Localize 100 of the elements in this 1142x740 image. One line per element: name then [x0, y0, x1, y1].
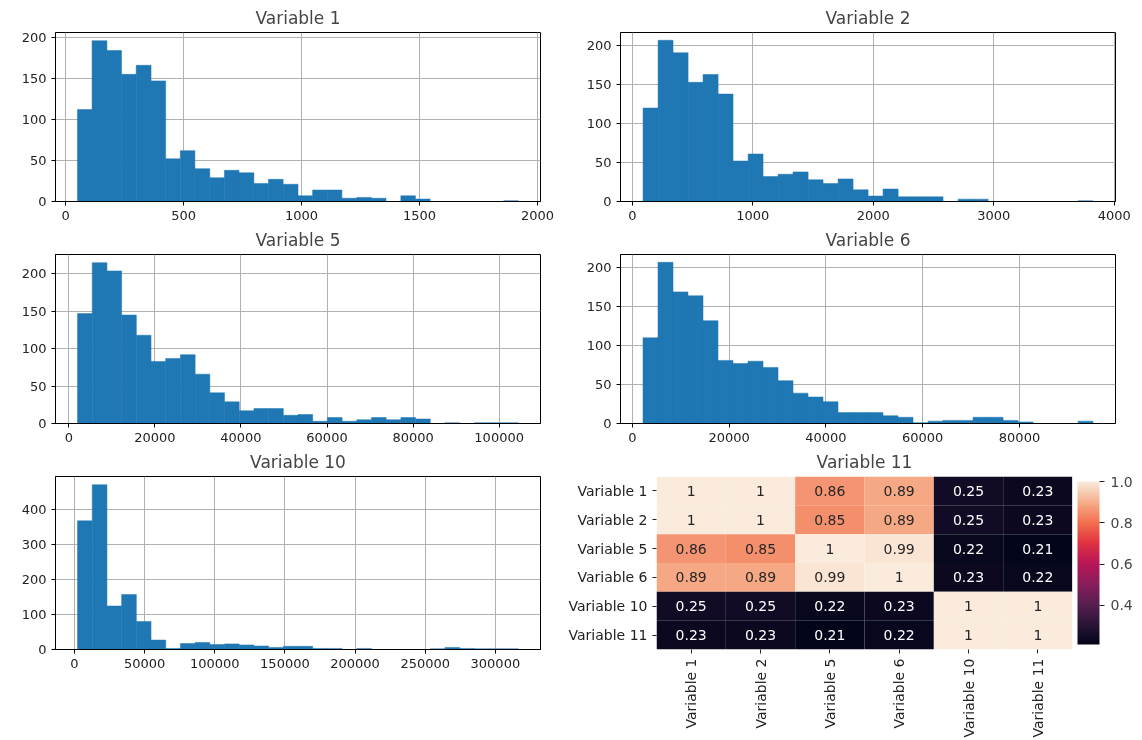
color-bar-label: 1.0	[1110, 473, 1133, 490]
y-tick-label: 100	[21, 606, 47, 622]
x-tick-label: 40000	[805, 429, 847, 445]
y-tick-label: 150	[21, 303, 47, 319]
data-label: 0.23	[675, 627, 707, 644]
data-label: 0.23	[952, 569, 985, 586]
data-label: 1	[825, 540, 835, 557]
data-label: 0.99	[814, 569, 846, 586]
y-tick-label: Variable 1	[577, 482, 648, 499]
data-label: 0.23	[744, 627, 777, 644]
y-tick-label: 200	[21, 571, 47, 587]
x-tick-label: 60000	[306, 429, 348, 445]
y-tick-label: 200	[21, 29, 47, 45]
x-tick-label: 200000	[330, 655, 380, 671]
data-label: 0.25	[952, 511, 985, 528]
y-tick-label: 100	[586, 116, 612, 132]
y-tick-label: 0	[603, 194, 612, 209]
x-tick-label: Variable 11	[1029, 658, 1046, 738]
data-label: 0.25	[744, 598, 777, 615]
x-tick-label: 100000	[474, 429, 524, 445]
data-label: 0.22	[814, 598, 846, 615]
y-tick-label: 400	[21, 501, 47, 517]
x-tick-label: 50000	[123, 655, 166, 671]
data-label: 0.23	[1022, 511, 1054, 528]
x-tick-label: 150000	[260, 655, 310, 671]
x-tick-label: 0	[70, 655, 79, 671]
y-tick-label: Variable 6	[577, 569, 648, 586]
data-label: 1	[756, 511, 765, 528]
chart-title: Variable 6	[825, 229, 911, 250]
data-label: 1	[686, 511, 696, 528]
y-tick-label: Variable 10	[568, 598, 648, 615]
x-tick-label: 250000	[400, 655, 451, 671]
data-label: 1	[894, 569, 904, 586]
data-label: 1	[964, 627, 973, 644]
y-tick-label: 150	[586, 299, 612, 315]
y-tick-label: Variable 5	[577, 540, 648, 557]
x-tick-label: 2000	[520, 207, 554, 223]
x-tick-label: Variable 10	[960, 658, 977, 738]
y-tick-label: 100	[21, 111, 47, 127]
y-tick-label: 0	[38, 194, 47, 209]
x-tick-label: 4000	[1097, 207, 1131, 223]
x-tick-label: 0	[628, 429, 637, 445]
y-tick-label: 100	[21, 341, 47, 357]
x-tick-label: Variable 6	[891, 658, 908, 729]
y-tick-label: Variable 11	[568, 627, 648, 644]
data-label: 0.25	[952, 482, 985, 499]
x-tick-label: Variable 2	[752, 658, 769, 729]
x-tick-label: 2000	[856, 207, 890, 223]
data-label: 0.22	[952, 540, 985, 557]
data-label: 1	[1033, 598, 1043, 615]
y-tick-label: 200	[586, 260, 612, 276]
y-tick-label: 150	[21, 70, 47, 86]
color-bar-label: 0.6	[1110, 556, 1133, 573]
x-tick-label: 1000	[285, 207, 319, 223]
data-label: 0.85	[744, 540, 777, 557]
x-tick-label: 3000	[977, 207, 1011, 223]
data-label: 0.89	[744, 569, 777, 586]
y-tick-label: 100	[586, 338, 612, 354]
y-tick-label: 150	[586, 77, 612, 93]
data-label: 0.22	[1022, 569, 1054, 586]
color-bar-label: 0.8	[1110, 514, 1133, 531]
chart-title: Variable 11	[816, 451, 913, 472]
y-tick-label: 0	[38, 416, 47, 431]
chart-title: Variable 10	[250, 451, 346, 472]
y-tick-label: 50	[29, 378, 47, 394]
x-tick-label: 300000	[470, 655, 521, 671]
x-tick-label: 80000	[392, 429, 434, 445]
x-tick-label: 1000	[736, 207, 770, 223]
x-tick-label: 20000	[708, 429, 750, 445]
x-tick-label: 0	[628, 207, 637, 223]
y-tick-label: 200	[21, 266, 47, 282]
x-tick-label: 500	[171, 207, 197, 223]
data-label: 0.25	[675, 598, 707, 615]
x-tick-label: 60000	[902, 429, 944, 445]
data-label: 1	[964, 598, 973, 615]
data-label: 0.86	[675, 540, 707, 557]
y-tick-label: 200	[586, 38, 612, 54]
data-label: 0.89	[883, 482, 915, 499]
chart-title: Variable 2	[825, 7, 911, 28]
data-label: 1	[1033, 627, 1043, 644]
data-label: 0.89	[675, 569, 707, 586]
color-bar-label: 0.4	[1110, 597, 1133, 614]
data-label: 1	[686, 482, 696, 499]
data-label: 0.21	[1022, 540, 1054, 557]
data-label: 1	[756, 482, 765, 499]
y-tick-label: 50	[594, 155, 612, 171]
chart-title: Variable 1	[255, 7, 341, 28]
y-tick-label: 0	[603, 416, 612, 431]
data-label: 0.22	[883, 627, 915, 644]
x-tick-label: 40000	[220, 429, 262, 445]
data-label: 0.85	[814, 511, 846, 528]
data-label: 0.99	[883, 540, 915, 557]
y-tick-label: 0	[38, 642, 47, 657]
y-tick-label: Variable 2	[577, 511, 648, 528]
x-tick-label: 0	[64, 429, 73, 445]
x-tick-label: Variable 5	[821, 658, 838, 729]
x-tick-label: 1500	[402, 207, 437, 223]
y-tick-label: 50	[594, 377, 612, 393]
x-tick-label: Variable 1	[683, 658, 700, 729]
data-label: 0.89	[883, 511, 915, 528]
